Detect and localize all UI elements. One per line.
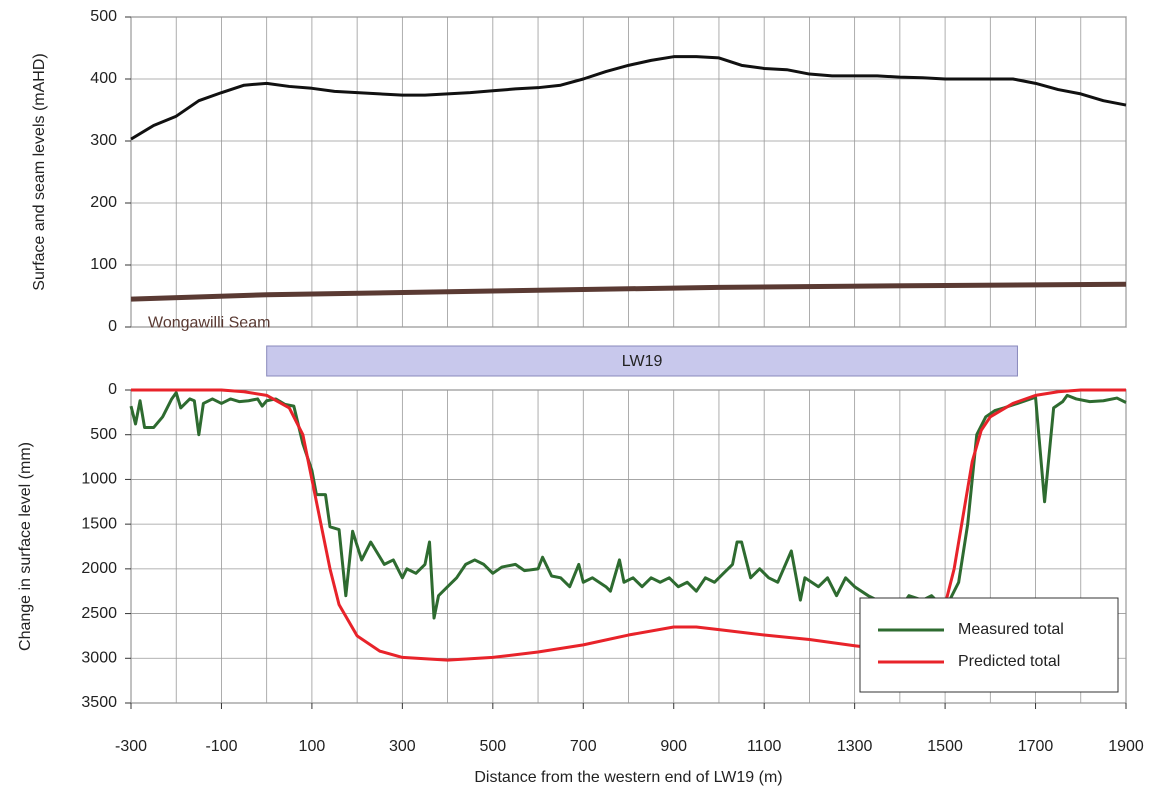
legend-label: Measured total xyxy=(958,621,1064,638)
legend xyxy=(859,597,1119,693)
y-tick-label: 2000 xyxy=(81,560,117,577)
x-tick-label: -100 xyxy=(205,738,237,755)
x-tick-label: 300 xyxy=(389,738,416,755)
x-tick-label: 700 xyxy=(570,738,597,755)
x-tick-label: 1700 xyxy=(1018,738,1054,755)
panel-label: LW19 xyxy=(622,353,663,370)
y-tick-label: 1000 xyxy=(81,471,117,488)
series-line xyxy=(131,388,1126,662)
y-tick-label: 3000 xyxy=(81,650,117,667)
y-axis-label: Surface and seam levels (mAHD) xyxy=(31,53,48,290)
y-tick-label: 100 xyxy=(90,256,117,273)
legend-label: Predicted total xyxy=(958,653,1060,670)
series-label: Wongawilli Seam xyxy=(148,314,270,331)
series-line xyxy=(130,55,1127,141)
y-tick-label: 200 xyxy=(90,194,117,211)
y-tick-label: 3500 xyxy=(81,694,117,711)
y-axis-label: Change in surface level (mm) xyxy=(17,442,34,651)
y-tick-label: 2500 xyxy=(81,605,117,622)
x-tick-label: 500 xyxy=(479,738,506,755)
y-tick-label: 500 xyxy=(90,8,117,25)
y-tick-label: 500 xyxy=(90,426,117,443)
y-tick-label: 0 xyxy=(108,318,117,335)
y-tick-label: 300 xyxy=(90,132,117,149)
x-tick-label: 1100 xyxy=(747,738,782,755)
y-tick-label: 400 xyxy=(90,70,117,87)
x-tick-label: 100 xyxy=(299,738,326,755)
x-tick-label: 900 xyxy=(660,738,687,755)
x-tick-label: 1300 xyxy=(837,738,873,755)
y-tick-label: 0 xyxy=(108,381,117,398)
x-tick-label: 1900 xyxy=(1108,738,1144,755)
x-tick-label: 1500 xyxy=(927,738,963,755)
x-axis-label: Distance from the western end of LW19 (m… xyxy=(474,769,782,786)
y-tick-label: 1500 xyxy=(81,515,117,532)
series-line xyxy=(129,391,1127,620)
panel-bar xyxy=(266,345,1018,377)
series-line xyxy=(130,281,1127,302)
x-tick-label: -300 xyxy=(115,738,147,755)
